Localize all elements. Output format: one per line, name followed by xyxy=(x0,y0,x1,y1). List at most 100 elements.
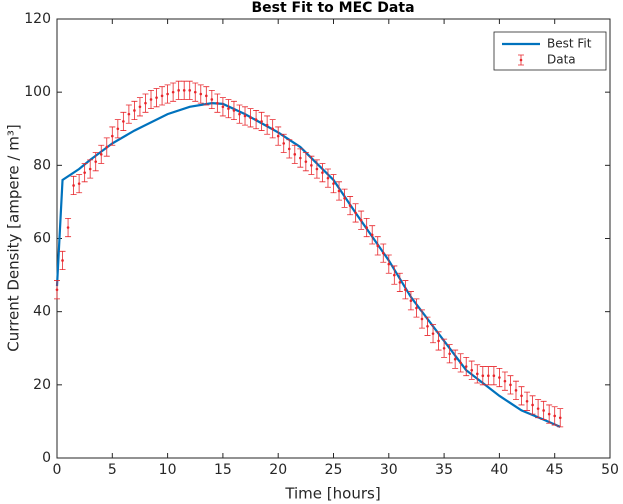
data-point xyxy=(249,116,252,120)
data-point xyxy=(88,167,92,171)
x-tick-label: 20 xyxy=(269,462,287,478)
x-tick-label: 35 xyxy=(435,462,453,478)
data-point xyxy=(66,226,70,229)
data-point xyxy=(315,167,319,171)
data-point xyxy=(531,403,534,407)
data-point xyxy=(276,134,280,138)
data-point xyxy=(536,407,540,410)
data-point xyxy=(409,299,413,302)
data-point xyxy=(498,376,501,379)
x-axis-label: Time [hours] xyxy=(284,485,380,503)
data-point xyxy=(155,96,158,99)
data-point xyxy=(514,389,518,392)
data-point xyxy=(470,368,474,372)
data-point xyxy=(398,281,402,284)
data-point xyxy=(127,112,131,116)
x-tick-label: 5 xyxy=(108,462,117,478)
data-point xyxy=(111,134,114,138)
data-point xyxy=(299,156,302,160)
data-point xyxy=(348,204,352,207)
y-tick-label: 40 xyxy=(33,304,51,320)
data-point xyxy=(359,218,363,222)
data-point xyxy=(199,92,203,96)
data-point xyxy=(404,288,407,292)
data-point xyxy=(243,114,247,118)
data-point xyxy=(487,374,490,377)
y-tick-label: 100 xyxy=(24,84,51,100)
data-point xyxy=(520,394,523,398)
data-point xyxy=(431,332,435,335)
data-point xyxy=(188,89,192,92)
data-point xyxy=(83,171,86,174)
data-point xyxy=(509,383,512,387)
data-point xyxy=(459,361,462,365)
data-point xyxy=(343,196,346,200)
data-point xyxy=(464,365,468,368)
data-point xyxy=(116,127,120,131)
data-point xyxy=(365,226,368,229)
y-tick-label: 120 xyxy=(24,11,51,27)
legend-dot xyxy=(519,58,523,62)
data-point xyxy=(337,189,341,193)
data-point xyxy=(182,89,186,92)
data-point xyxy=(393,273,396,277)
y-tick-label: 80 xyxy=(33,157,51,173)
data-point xyxy=(381,251,385,255)
x-tick-label: 25 xyxy=(325,462,343,478)
data-point xyxy=(72,184,75,187)
y-tick-label: 60 xyxy=(33,231,51,247)
data-point xyxy=(437,339,440,343)
data-point xyxy=(310,164,313,167)
data-point xyxy=(216,101,219,105)
data-point xyxy=(370,233,374,237)
data-point xyxy=(426,325,429,328)
data-point xyxy=(453,357,457,361)
data-point xyxy=(492,374,496,377)
data-point xyxy=(122,120,125,123)
data-point xyxy=(475,372,479,376)
data-point xyxy=(442,346,446,350)
legend-label: Data xyxy=(547,53,576,67)
data-point xyxy=(210,98,214,101)
data-point xyxy=(265,123,269,127)
x-tick-label: 0 xyxy=(53,462,62,478)
x-tick-label: 15 xyxy=(214,462,232,478)
x-tick-label: 45 xyxy=(546,462,564,478)
data-point xyxy=(304,160,308,163)
data-point xyxy=(354,211,357,215)
data-point xyxy=(232,109,236,112)
legend-label: Best Fit xyxy=(547,37,592,51)
data-point xyxy=(171,90,175,94)
y-tick-label: 20 xyxy=(33,377,51,393)
data-point xyxy=(321,171,324,174)
data-point xyxy=(481,374,485,377)
data-point xyxy=(227,107,230,110)
data-point xyxy=(99,153,103,156)
x-tick-label: 40 xyxy=(490,462,508,478)
data-point xyxy=(61,259,64,262)
data-point xyxy=(542,409,545,412)
data-point xyxy=(105,145,109,149)
data-point xyxy=(254,118,258,121)
data-point xyxy=(238,112,241,116)
data-point xyxy=(420,317,424,321)
data-point xyxy=(553,414,556,418)
x-tick-label: 30 xyxy=(380,462,398,478)
data-point xyxy=(287,147,291,151)
data-point xyxy=(133,109,136,112)
data-point xyxy=(293,153,297,156)
y-axis-label: Current Density [ampere / m³] xyxy=(5,124,23,351)
data-point xyxy=(138,105,142,109)
data-point xyxy=(332,182,335,185)
data-point xyxy=(525,399,529,403)
x-tick-label: 50 xyxy=(601,462,619,478)
data-point xyxy=(271,127,274,131)
legend-box xyxy=(493,31,607,71)
data-point xyxy=(55,288,59,292)
data-point xyxy=(558,416,562,420)
data-point xyxy=(221,105,225,109)
data-point xyxy=(177,89,180,92)
data-point xyxy=(94,160,98,163)
